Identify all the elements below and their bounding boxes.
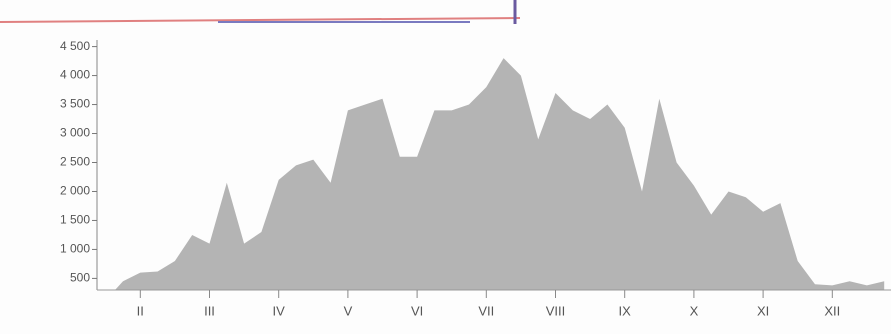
x-tick-label: X <box>690 303 699 318</box>
area <box>115 58 885 290</box>
y-tick-label: 1 000 <box>60 242 90 256</box>
y-tick-label: 3 500 <box>60 97 90 111</box>
x-tick-label: V <box>344 303 353 318</box>
x-tick-label: VII <box>478 303 494 318</box>
y-tick-label: 1 500 <box>60 213 90 227</box>
y-tick-label: 4 500 <box>60 39 90 53</box>
x-tick-label: XI <box>757 303 769 318</box>
x-tick-label: VI <box>411 303 423 318</box>
y-tick-label: 3 000 <box>60 126 90 140</box>
x-tick-label: IV <box>273 303 286 318</box>
y-tick-label: 4 000 <box>60 68 90 82</box>
x-tick-label: IX <box>619 303 632 318</box>
x-tick-label: VIII <box>546 303 566 318</box>
x-tick-label: II <box>137 303 144 318</box>
y-tick-label: 500 <box>70 271 90 285</box>
x-tick-label: XII <box>824 303 840 318</box>
y-tick-label: 2 500 <box>60 155 90 169</box>
y-tick-label: 2 000 <box>60 184 90 198</box>
x-tick-label: III <box>204 303 215 318</box>
ruler-line <box>0 17 521 23</box>
